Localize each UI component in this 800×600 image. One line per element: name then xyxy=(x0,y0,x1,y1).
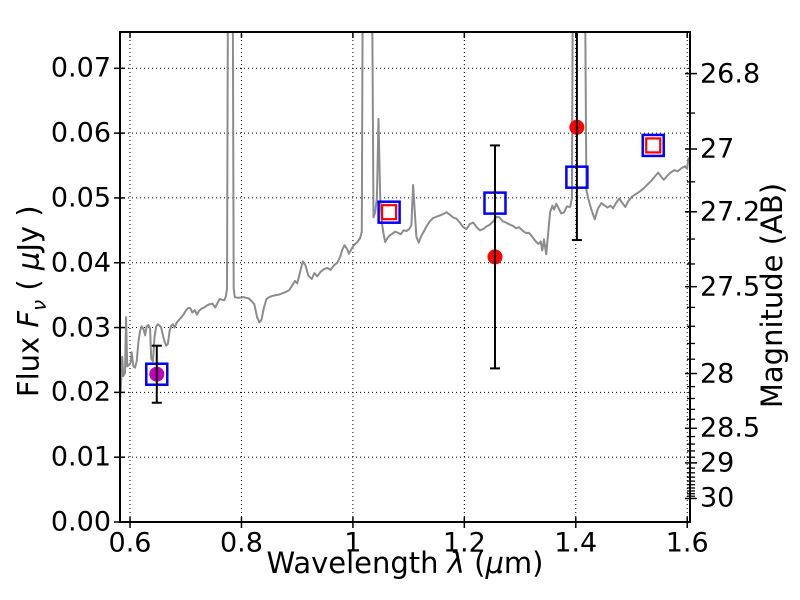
x-axis-label: Wavelength λ (μm) xyxy=(266,546,544,580)
lambda-symbol: λ xyxy=(447,546,465,580)
magnitude-tick-label: 28.5 xyxy=(700,412,761,444)
x-tick-label: 1 xyxy=(344,527,362,559)
flux-tick-label: 0.07 xyxy=(50,52,111,84)
flux-F-symbol: F xyxy=(11,310,46,328)
flux-tick-label: 0.06 xyxy=(50,117,111,149)
x-tick-label: 0.8 xyxy=(219,527,263,559)
flux-tick-label: 0.04 xyxy=(50,247,111,279)
y-axis-label-magnitude: Magnitude (AB) xyxy=(755,182,789,409)
nu-symbol: ν xyxy=(27,299,51,311)
magnitude-tick-label: 26.8 xyxy=(700,58,761,90)
x-tick-label: 1.4 xyxy=(554,527,598,559)
magnitude-tick-label: 27.2 xyxy=(700,196,761,228)
flux-tick-label: 0.01 xyxy=(50,441,111,473)
model-photometry-square xyxy=(377,200,401,224)
magnitude-tick-label: 29 xyxy=(700,447,735,479)
magnitude-tick-label: 27.5 xyxy=(700,271,761,303)
observed-photometry-square xyxy=(645,137,662,154)
mu-symbol: μ xyxy=(485,546,504,580)
flux-tick-label: 0.05 xyxy=(50,182,111,214)
magnitude-tick-label: 30 xyxy=(700,482,735,514)
x-tick-label: 0.6 xyxy=(108,527,152,559)
flux-tick-label: 0.00 xyxy=(50,506,111,538)
galaxy-spectrum-line xyxy=(120,32,690,403)
mu-symbol: μ xyxy=(11,251,46,271)
flux-tick-label: 0.03 xyxy=(50,312,111,344)
observed-photometry-square xyxy=(381,204,398,221)
x-tick-label: 1.2 xyxy=(442,527,486,559)
flux-tick-label: 0.02 xyxy=(50,376,111,408)
magnitude-tick-label: 27 xyxy=(700,133,735,165)
y-axis-label-flux: Flux Fν ( μJy ) xyxy=(11,205,51,398)
magnitude-tick-label: 28 xyxy=(700,358,735,390)
model-photometry-square xyxy=(641,133,665,158)
x-tick-label: 1.6 xyxy=(665,527,709,559)
